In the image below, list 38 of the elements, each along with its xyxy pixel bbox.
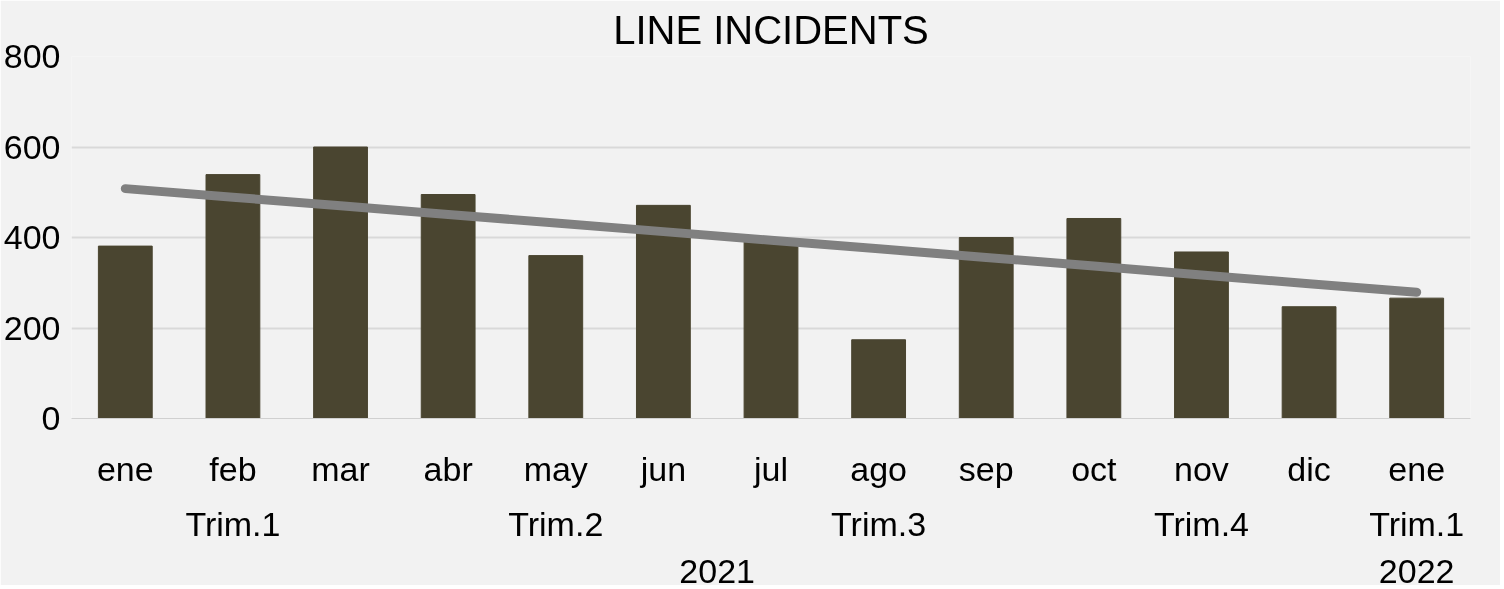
bar [958,237,1014,419]
y-tick-label: 800 [3,37,61,75]
text: Trim.2 [508,504,604,543]
x-tick-label: jun [639,449,687,488]
bar [851,339,907,419]
text: Trim.1 [185,504,281,543]
bar [1174,251,1229,419]
x-tick-label: dic [1287,449,1331,488]
x-tick-label: ene [96,449,154,488]
bar [1281,306,1337,419]
x-tick-label: feb [209,449,257,488]
text: 2021 [679,551,756,589]
x-tick-label: oct [1071,449,1118,488]
y-tick-label: 400 [3,218,61,256]
text: Trim.4 [1153,504,1249,543]
chart-title: LINE INCIDENTS [613,7,929,52]
text: 2022 [1378,551,1455,589]
bar [205,174,261,419]
bar [1389,297,1445,419]
bar [1066,217,1122,419]
bar [635,204,691,419]
y-tick-label: 200 [3,308,61,347]
x-tick-label: ago [850,449,907,488]
bar [420,194,476,419]
x-tick-label: nov [1174,449,1229,488]
text: Trim.3 [831,504,927,543]
bar [528,255,584,419]
x-tick-label: ene [1388,449,1446,488]
y-tick-label: 0 [41,399,61,437]
x-tick-label: abr [423,449,473,488]
x-tick-label: jul [752,449,789,488]
bar [97,245,153,419]
y-tick-label: 600 [3,127,61,166]
bar [313,146,368,419]
text: Trim.1 [1369,504,1465,543]
x-tick-label: mar [311,449,370,488]
x-tick-label: sep [958,449,1014,488]
x-tick-label: may [523,449,588,488]
